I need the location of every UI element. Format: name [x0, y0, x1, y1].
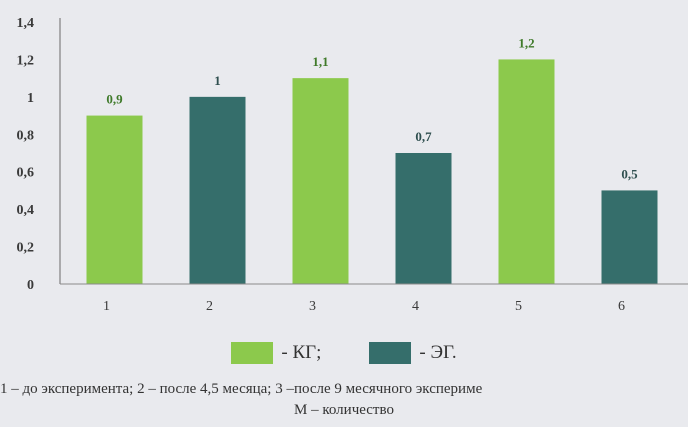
- y-axis: 0 0,2 0,4 0,6 0,8 1 1,2 1,4: [17, 16, 61, 293]
- x-tick-label: 2: [206, 299, 213, 314]
- y-tick-label: 0,8: [17, 128, 35, 143]
- caption-line-2: М – количество: [294, 402, 394, 418]
- y-tick-label: 0: [27, 278, 34, 293]
- bar-1: [86, 115, 143, 284]
- data-label-1: 0,9: [106, 92, 123, 107]
- y-tick-label: 0,6: [17, 166, 35, 181]
- legend-swatch-kg: [231, 342, 274, 364]
- legend-label-kg: - КГ;: [281, 342, 322, 363]
- legend-item-kg: - КГ;: [231, 342, 321, 364]
- bar-4: [395, 153, 452, 284]
- x-tick-label: 1: [103, 299, 110, 314]
- data-label-6: 0,5: [621, 166, 638, 181]
- bar-5: [498, 59, 555, 284]
- y-tick-label: 1,2: [17, 53, 35, 68]
- x-tick-label: 4: [412, 299, 419, 314]
- data-label-4: 0,7: [415, 129, 432, 144]
- data-labels: 0,9 1 1,1 0,7 1,2 0,5: [106, 35, 638, 181]
- y-tick-label: 0,2: [17, 241, 35, 256]
- y-tick-label: 1,4: [17, 16, 35, 31]
- data-label-2: 1: [214, 73, 221, 88]
- y-tick-label: 0,4: [17, 203, 35, 218]
- x-tick-label: 3: [309, 299, 316, 314]
- x-tick-label: 6: [618, 299, 625, 314]
- legend: - КГ; - ЭГ.: [0, 342, 688, 364]
- bar-chart: 0 0,2 0,4 0,6 0,8 1 1,2 1,4 0,9 1 1,1 0,7 1,2 0,5 1 2…: [17, 16, 688, 314]
- data-label-5: 1,2: [518, 35, 534, 50]
- bar-3: [292, 78, 349, 285]
- bars: [86, 59, 658, 285]
- legend-item-eg: - ЭГ.: [369, 342, 457, 364]
- bar-2: [189, 96, 246, 284]
- legend-swatch-eg: [369, 342, 412, 364]
- y-tick-label: 1: [27, 91, 34, 106]
- data-label-3: 1,1: [312, 54, 328, 69]
- x-tick-label: 5: [515, 299, 522, 314]
- x-axis: 1 2 3 4 5 6: [60, 283, 688, 314]
- bar-6: [601, 190, 658, 284]
- legend-label-eg: - ЭГ.: [419, 342, 457, 363]
- caption-line-1: 1 – до эксперимента; 2 – после 4,5 месяц…: [0, 381, 483, 397]
